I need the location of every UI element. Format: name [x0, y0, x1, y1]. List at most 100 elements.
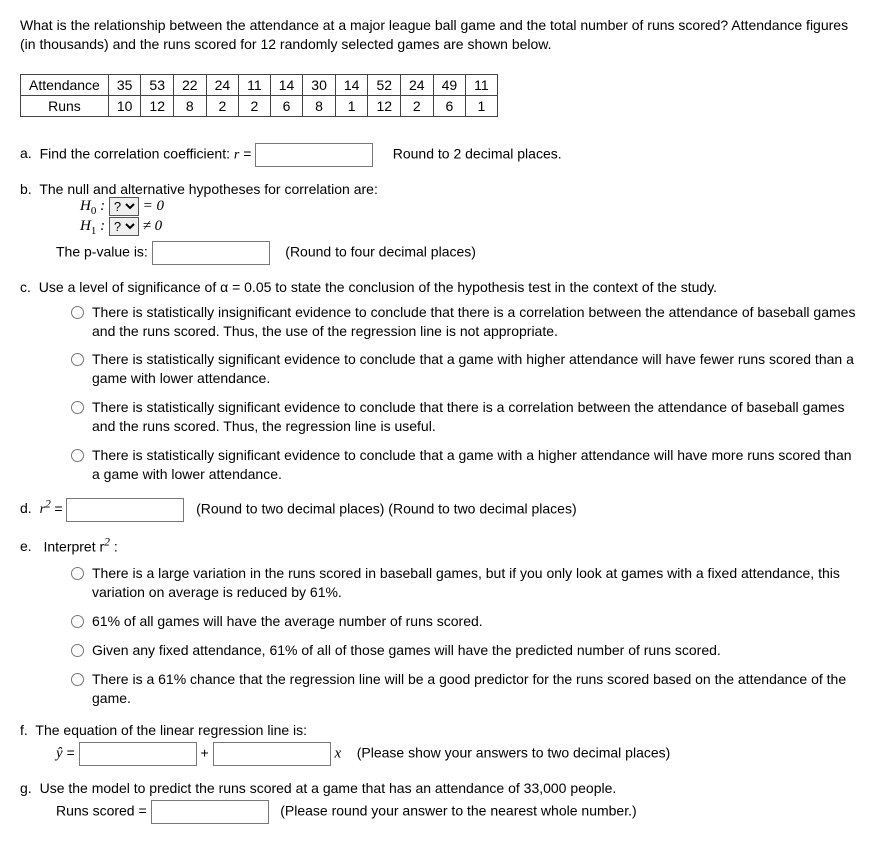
table-cell: 8 — [303, 95, 336, 116]
table-cell: 10 — [108, 95, 141, 116]
row-header: Attendance — [21, 74, 109, 95]
table-cell: 1 — [466, 95, 498, 116]
part-d-after: (Round to two decimal places) (Round to … — [196, 500, 577, 516]
h-label: H — [80, 218, 91, 234]
table-cell: 1 — [335, 95, 368, 116]
part-letter-g: g. — [20, 780, 32, 796]
option-row: There is statistically significant evide… — [66, 446, 863, 484]
question-intro: What is the relationship between the att… — [20, 16, 863, 54]
option-radio[interactable] — [71, 306, 84, 319]
xvar: x — [335, 745, 342, 761]
table-cell: 12 — [368, 95, 401, 116]
option-text: Given any fixed attendance, 61% of all o… — [92, 641, 863, 660]
part-e: e. Interpret r2 : There is a large varia… — [20, 536, 863, 708]
option-row: There is a large variation in the runs s… — [66, 564, 863, 602]
table-row: Runs101282268112261 — [21, 95, 498, 116]
h1-param-select[interactable]: ? — [109, 217, 139, 236]
e-colon: : — [110, 538, 118, 554]
f-after: (Please show your answers to two decimal… — [357, 744, 671, 760]
table-cell: 30 — [303, 74, 336, 95]
h0-param-select[interactable]: ? — [109, 197, 139, 216]
pvalue-after: (Round to four decimal places) — [285, 243, 476, 259]
table-cell: 11 — [466, 74, 498, 95]
equals: = — [243, 145, 255, 161]
part-a-after: Round to 2 decimal places. — [393, 145, 562, 161]
row-header: Runs — [21, 95, 109, 116]
pvalue-input[interactable] — [152, 241, 270, 265]
option-text: There is statistically significant evide… — [92, 446, 863, 484]
g-after: (Please round your answer to the nearest… — [280, 802, 636, 818]
runs-label: Runs scored = — [56, 802, 151, 818]
part-letter-e: e. — [20, 538, 32, 554]
h1-line: H1 : ? ≠ 0 — [80, 217, 863, 237]
slope-input[interactable] — [213, 742, 331, 766]
part-f: f. The equation of the linear regression… — [20, 722, 863, 766]
part-c: c. Use a level of significance of α = 0.… — [20, 279, 863, 484]
table-cell: 53 — [141, 74, 174, 95]
yhat: ŷ — [56, 745, 63, 761]
regression-eqn: ŷ = + x (Please show your answers to two… — [56, 742, 863, 766]
d-equals: = — [54, 500, 66, 516]
option-text: 61% of all games will have the average n… — [92, 612, 863, 631]
option-radio[interactable] — [71, 644, 84, 657]
h1-after: ≠ 0 — [143, 218, 162, 234]
h0-line: H0 : ? = 0 — [80, 197, 863, 217]
table-cell: 6 — [270, 95, 303, 116]
table-cell: 22 — [174, 74, 207, 95]
option-radio[interactable] — [71, 401, 84, 414]
option-radio[interactable] — [71, 615, 84, 628]
r2-symbol: r2 — [40, 502, 55, 517]
option-radio[interactable] — [71, 353, 84, 366]
pvalue-label: The p-value is: — [56, 243, 152, 259]
part-d: d. r2 = (Round to two decimal places) (R… — [20, 498, 863, 522]
part-b-text: The null and alternative hypotheses for … — [39, 181, 378, 197]
part-b: b. The null and alternative hypotheses f… — [20, 181, 863, 265]
part-g-text: Use the model to predict the runs scored… — [40, 780, 617, 796]
table-cell: 52 — [368, 74, 401, 95]
h-label: H — [80, 198, 91, 214]
option-radio[interactable] — [71, 673, 84, 686]
pvalue-row: The p-value is: (Round to four decimal p… — [56, 241, 863, 265]
option-row: There is statistically significant evide… — [66, 398, 863, 436]
r2-input[interactable] — [66, 498, 184, 522]
option-radio[interactable] — [71, 567, 84, 580]
part-a: a. Find the correlation coefficient: r =… — [20, 143, 863, 167]
table-cell: 8 — [174, 95, 207, 116]
table-cell: 35 — [108, 74, 141, 95]
part-letter-d: d. — [20, 500, 32, 516]
option-text: There is a large variation in the runs s… — [92, 564, 863, 602]
table-cell: 24 — [206, 74, 239, 95]
plus: + — [201, 744, 213, 760]
r-symbol: r — [234, 147, 239, 162]
option-text: There is a 61% chance that the regressio… — [92, 670, 863, 708]
table-cell: 24 — [401, 74, 434, 95]
option-text: There is statistically insignificant evi… — [92, 303, 863, 341]
runs-predict-row: Runs scored = (Please round your answer … — [56, 800, 863, 824]
option-row: There is statistically insignificant evi… — [66, 303, 863, 341]
part-a-text: Find the correlation coefficient: — [40, 145, 234, 161]
table-cell: 14 — [335, 74, 368, 95]
h0-after: = 0 — [143, 198, 164, 214]
part-g: g. Use the model to predict the runs sco… — [20, 780, 863, 824]
part-letter-b: b. — [20, 181, 32, 197]
f-equals: = — [67, 744, 79, 760]
table-cell: 2 — [401, 95, 434, 116]
table-cell: 12 — [141, 95, 174, 116]
option-text: There is statistically significant evide… — [92, 398, 863, 436]
h0-colon: : — [96, 198, 109, 214]
table-cell: 6 — [433, 95, 466, 116]
option-row: There is a 61% chance that the regressio… — [66, 670, 863, 708]
data-table: Attendance355322241114301452244911Runs10… — [20, 74, 498, 117]
h1-colon: : — [96, 218, 109, 234]
option-row: There is statistically significant evide… — [66, 350, 863, 388]
r-input[interactable] — [255, 143, 373, 167]
part-letter-a: a. — [20, 145, 32, 161]
runs-input[interactable] — [151, 800, 269, 824]
table-cell: 2 — [239, 95, 271, 116]
table-cell: 49 — [433, 74, 466, 95]
option-text: There is statistically significant evide… — [92, 350, 863, 388]
option-radio[interactable] — [71, 449, 84, 462]
intercept-input[interactable] — [79, 742, 197, 766]
part-f-text: The equation of the linear regression li… — [35, 722, 307, 738]
part-letter-c: c. — [20, 279, 31, 295]
